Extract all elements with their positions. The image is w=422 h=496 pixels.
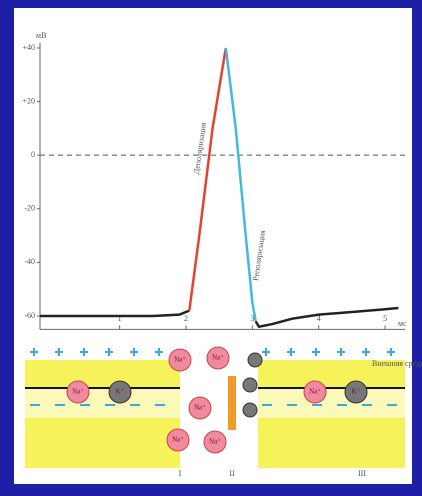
ion-label: K⁺	[116, 388, 125, 396]
y-tick-label: -20	[24, 204, 35, 213]
stage-label: II	[229, 469, 235, 478]
ion-label: Na⁺	[174, 356, 186, 364]
y-tick-label: -60	[24, 311, 35, 320]
membrane-mid	[258, 388, 405, 418]
ion-label: Na⁺	[172, 436, 184, 444]
x-tick-label: 2	[184, 314, 188, 323]
x-tick-label: 5	[383, 314, 387, 323]
y-tick-label: -40	[24, 257, 35, 266]
ion-label: K⁺	[352, 388, 361, 396]
ion-label: Na⁺	[194, 404, 206, 412]
x-axis-label: мс	[398, 319, 407, 328]
y-axis-label: мВ	[36, 31, 46, 40]
stage-label: I	[179, 469, 182, 478]
stage-label: III	[358, 469, 366, 478]
ion-label: Na⁺	[72, 388, 84, 396]
y-tick-label: +40	[22, 43, 35, 52]
ion-label: Na⁺	[309, 388, 321, 396]
ion-label: Na⁺	[212, 354, 224, 362]
k-ion	[243, 378, 257, 392]
y-tick-label: +20	[22, 96, 35, 105]
figure: мВ мс Na⁺ K⁺ Na⁺ K⁺ Na⁺ Na⁺ Na⁺ Na	[0, 0, 422, 491]
y-tick-label: 0	[31, 150, 35, 159]
outside-label: Внешняя среда	[372, 359, 422, 368]
k-ion	[248, 353, 262, 367]
ion-label: Na⁺	[209, 438, 221, 446]
k-ion	[243, 403, 257, 417]
page: {"chart_data": {"type": "line", "y_label…	[0, 0, 422, 491]
channel	[228, 376, 236, 430]
membrane-mid	[25, 388, 180, 418]
